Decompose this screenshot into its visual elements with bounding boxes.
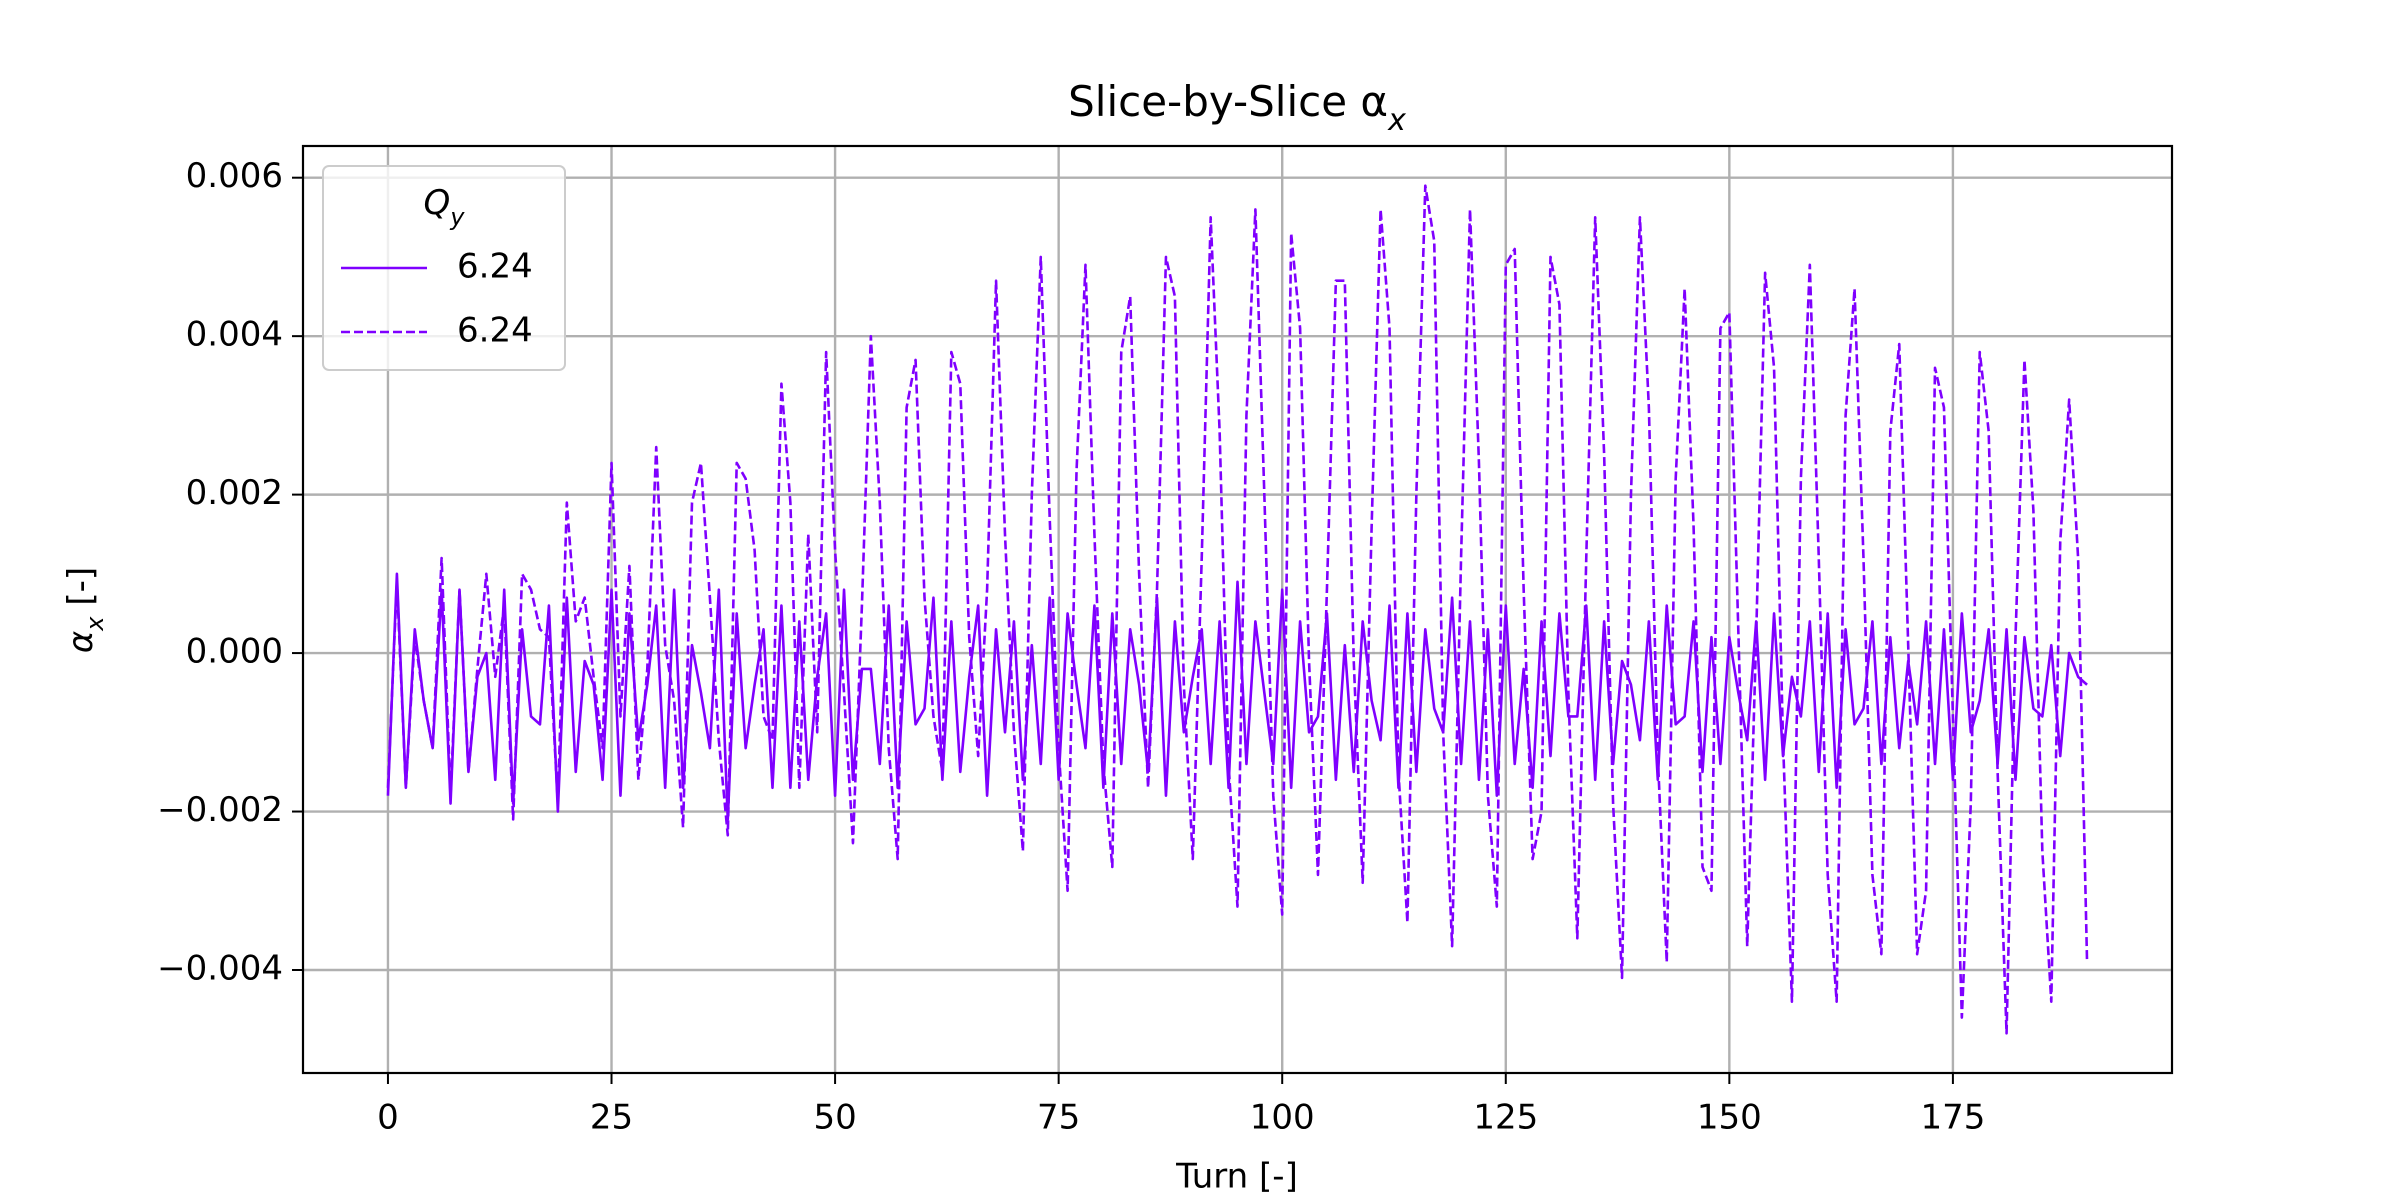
- x-tick-label: 150: [1697, 1098, 1762, 1138]
- legend-title-subscript: y: [449, 203, 465, 231]
- y-label-suffix: [-]: [61, 567, 101, 617]
- legend-title: Qy: [424, 183, 466, 232]
- x-tick-label: 125: [1473, 1098, 1538, 1138]
- y-label-subscript: x: [81, 616, 109, 632]
- x-tick-label: 100: [1250, 1098, 1315, 1138]
- y-tick-label: 0.002: [186, 473, 283, 513]
- y-axis-label: αx [-]: [61, 567, 110, 653]
- plot-frame: [301, 144, 2174, 1075]
- legend-box: [322, 165, 566, 371]
- y-label-text: α: [61, 631, 101, 653]
- title-text: Slice-by-Slice α: [1068, 77, 1388, 126]
- y-tick-label: −0.004: [157, 949, 283, 989]
- y-tick-label: −0.002: [157, 790, 283, 830]
- y-tick-label: 0.000: [186, 632, 283, 672]
- y-tick-label: 0.006: [186, 156, 283, 196]
- data-line: [386, 572, 2088, 821]
- data-line: [386, 184, 2089, 1035]
- chart-title: Slice-by-Slice αx: [1068, 77, 1406, 139]
- x-tick-label: 50: [813, 1098, 856, 1138]
- x-tick-label: 175: [1920, 1098, 1985, 1138]
- x-tick-label: 75: [1037, 1098, 1080, 1138]
- title-subscript: x: [1387, 103, 1406, 138]
- x-tick-label: 0: [377, 1098, 399, 1138]
- legend-label: 6.24: [457, 311, 533, 351]
- x-axis-label: Turn [-]: [1175, 1157, 1298, 1197]
- legend-title-text: Q: [424, 183, 451, 223]
- x-tick-label: 25: [590, 1098, 633, 1138]
- legend-label: 6.24: [457, 247, 533, 287]
- y-tick-label: 0.004: [186, 315, 283, 355]
